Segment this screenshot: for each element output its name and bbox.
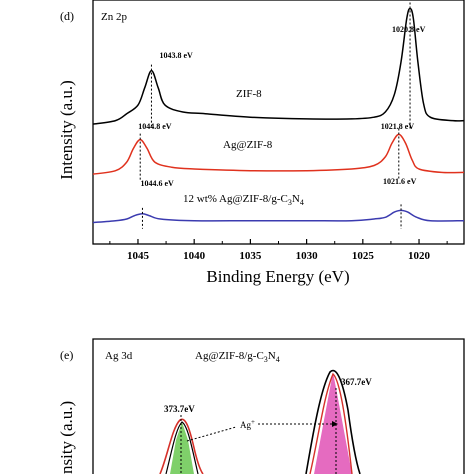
y-axis-label-e: nsity (a.u.) — [57, 401, 76, 474]
series-line-1 — [92, 133, 465, 175]
peak-annotations: 1043.8 eV 1020.8 eV 1044.8 eV 1021.8 eV 1044… — [138, 2, 426, 229]
x-tick-label: 1025 — [352, 250, 375, 262]
y-axis-label: Intensity (a.u.) — [57, 80, 76, 180]
fit-373 — [165, 421, 199, 474]
ag-annotation: Ag+ — [240, 418, 255, 430]
x-tick-label: 1020 — [408, 250, 431, 262]
x-axis-label: Binding Energy (eV) — [206, 267, 349, 286]
peak-label: 1044.6 eV — [140, 179, 174, 188]
envelope-367 — [309, 372, 353, 474]
x-tick-label: 1030 — [296, 250, 319, 262]
element-label-e: Ag 3d — [105, 350, 133, 362]
peak-label: 1043.8 eV — [159, 51, 193, 60]
peak-label-367: 367.7eV — [341, 377, 372, 387]
panel-label-e: (e) — [60, 348, 73, 362]
peak-label-373: 373.7eV — [164, 404, 195, 414]
peak-label: 1021.8 eV — [381, 122, 415, 131]
peak-fill-373 — [170, 422, 194, 474]
panel-e: (e) Ag 3d Ag@ZIF-8/g-C3N4 373.7eV 367.7e… — [57, 338, 465, 474]
x-tick-label: 1040 — [183, 250, 206, 262]
series-label-composite: 12 wt% Ag@ZIF-8/g-C3N4 — [183, 193, 304, 207]
ag-pointer-left — [186, 426, 237, 442]
peak-label: 1021.6 eV — [383, 177, 417, 186]
peak-label: 1044.8 eV — [138, 122, 172, 131]
plot-frame-e — [92, 338, 465, 474]
element-label: Zn 2p — [101, 11, 127, 23]
series-label-zif8: ZIF-8 — [236, 88, 262, 100]
series-label-agzif8: Ag@ZIF-8 — [223, 139, 273, 151]
panel-d: (d) Zn 2p 1045 1040 1035 1030 1025 1020 1043.… — [57, 0, 465, 286]
panel-label: (d) — [60, 9, 74, 23]
arrow-head — [332, 421, 338, 427]
envelope-373 — [159, 418, 204, 474]
series-line-0 — [92, 7, 465, 125]
x-tick-label: 1045 — [127, 250, 150, 262]
series-group — [92, 7, 465, 224]
series-line-2 — [92, 209, 465, 224]
title-e: Ag@ZIF-8/g-C3N4 — [195, 350, 280, 364]
x-tick-group: 1045 1040 1035 1030 1025 1020 — [109, 239, 448, 262]
x-tick-label: 1035 — [239, 250, 262, 262]
peak-label: 1020.8 eV — [392, 25, 426, 34]
fit-367 — [305, 369, 361, 474]
